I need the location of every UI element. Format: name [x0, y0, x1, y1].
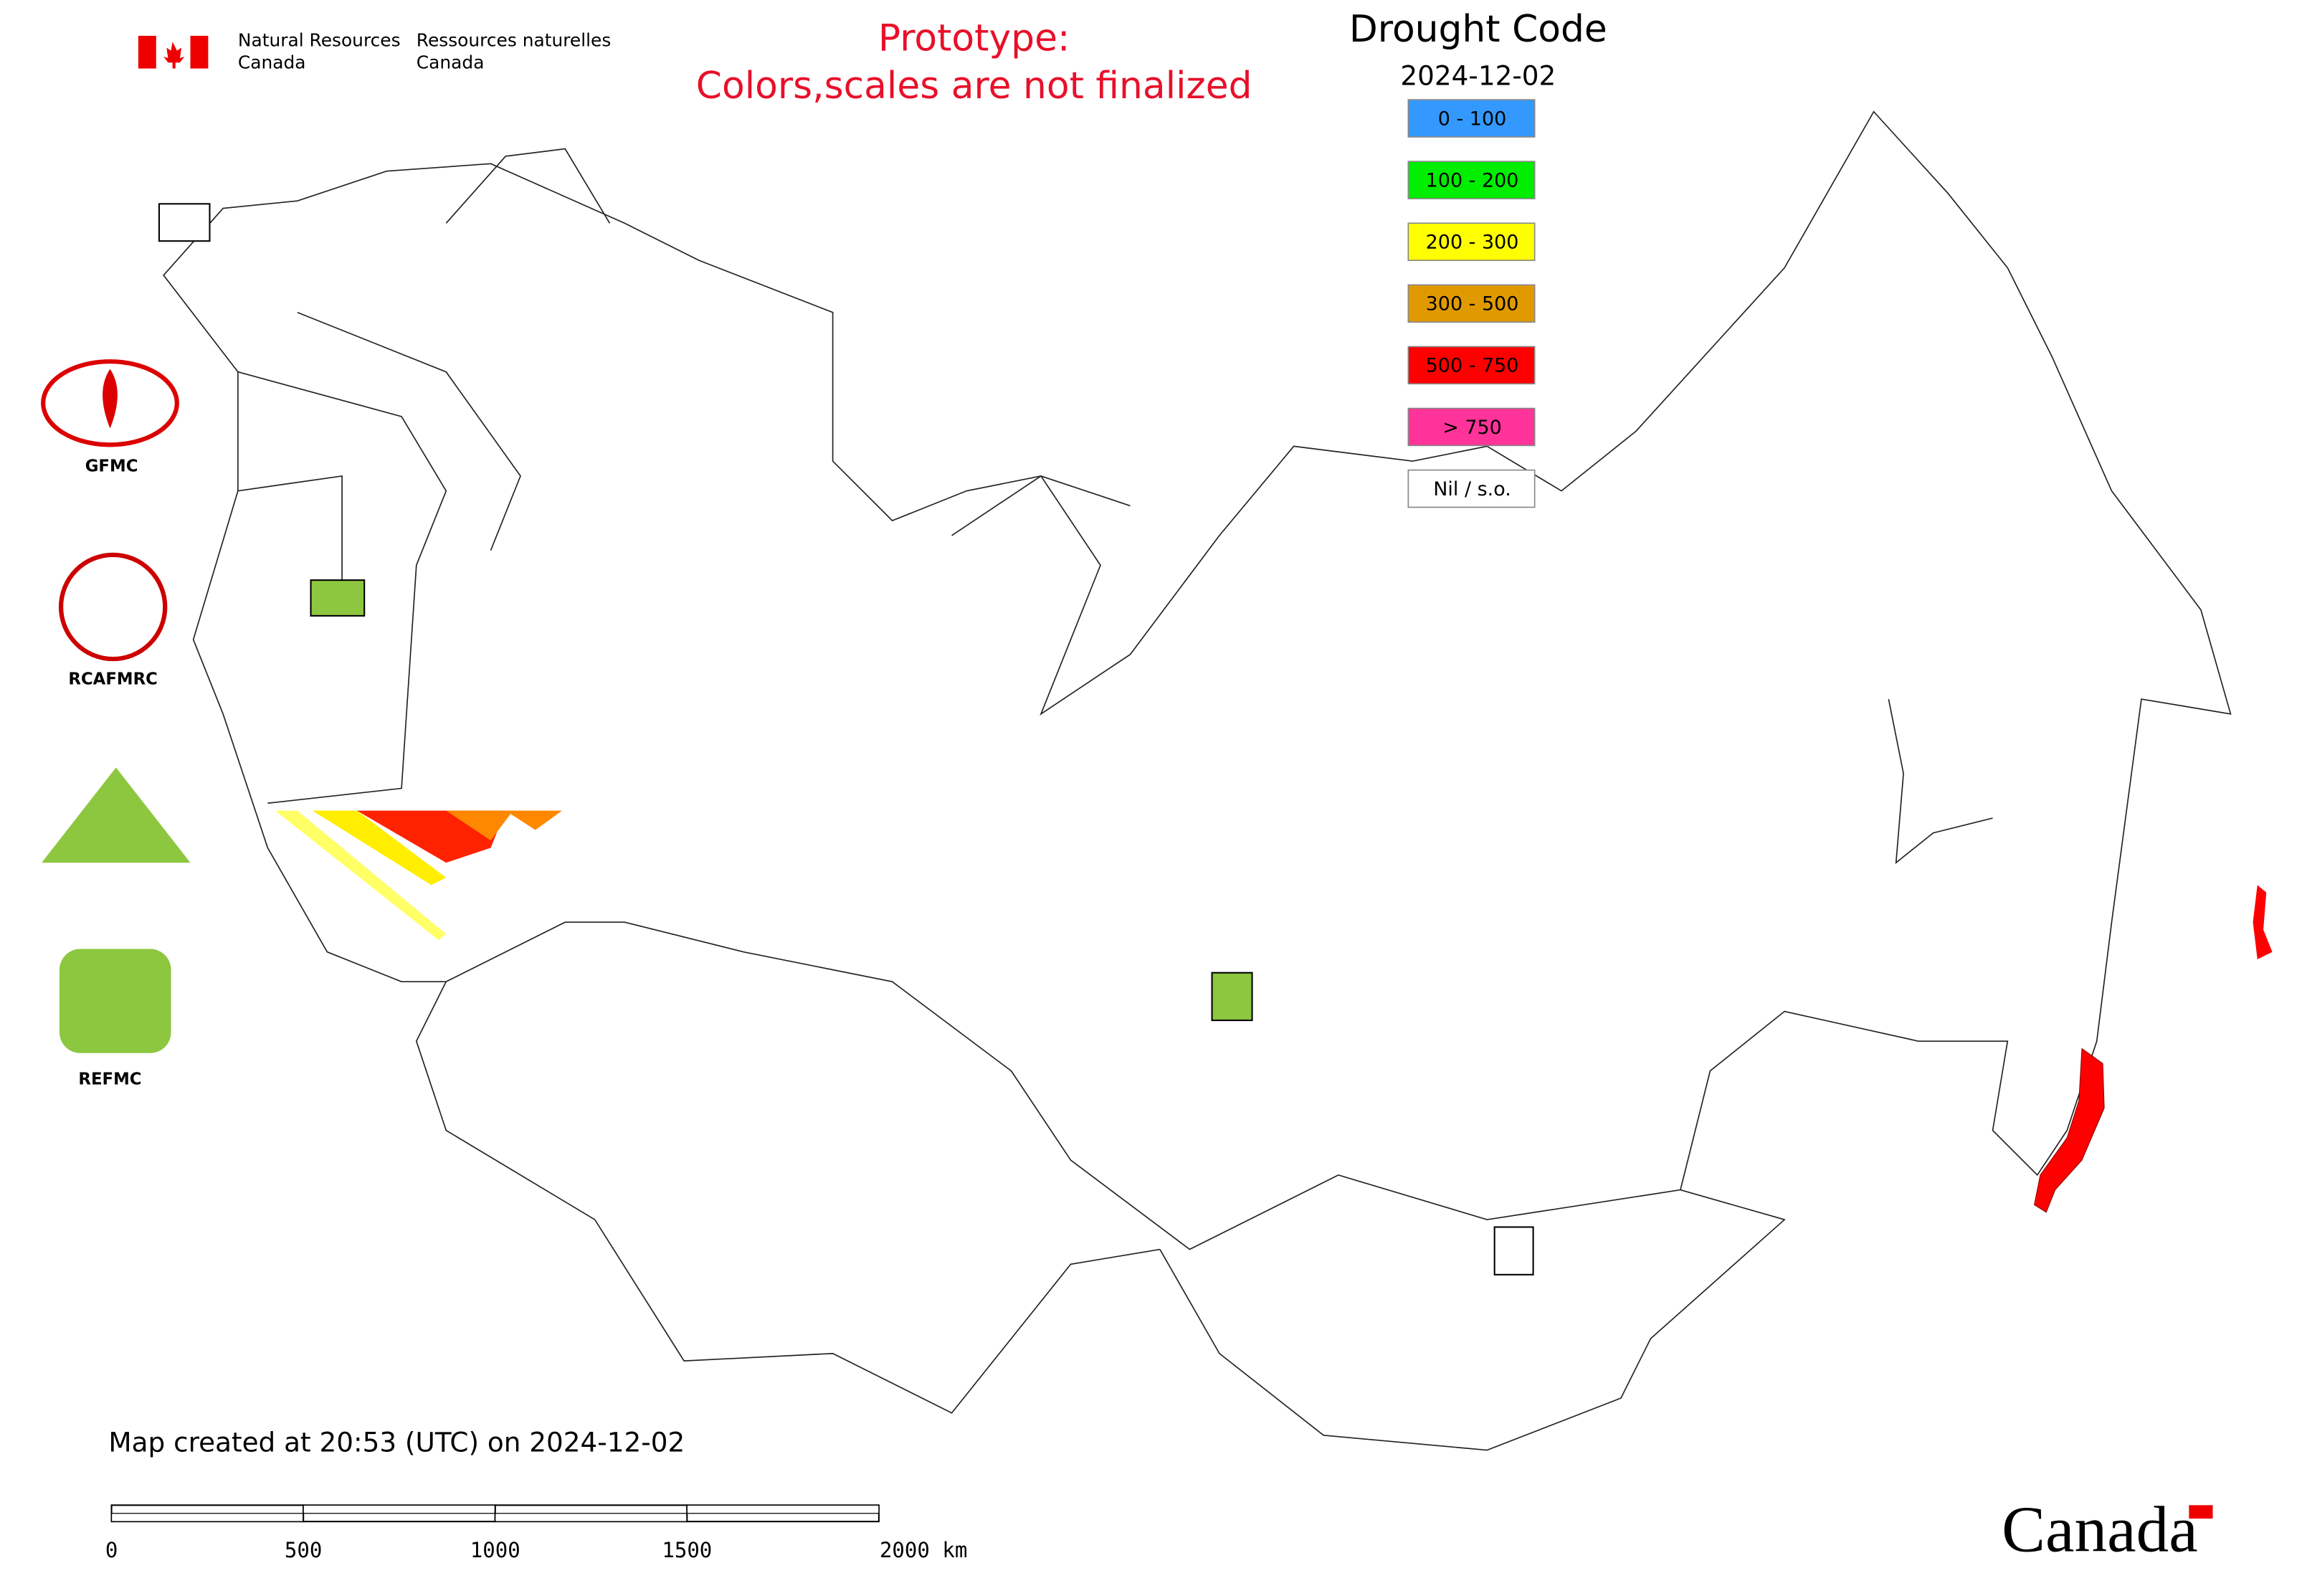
- index-area: [312, 810, 447, 885]
- reefmc-logo: [42, 767, 191, 863]
- legend-label: 100 - 200: [1426, 169, 1519, 191]
- scale-segment: [303, 1504, 496, 1514]
- scale-label: 1000: [470, 1538, 520, 1562]
- dept-en: Natural Resources: [238, 29, 401, 50]
- dept-en: Canada: [238, 52, 306, 73]
- legend-label: 300 - 500: [1426, 293, 1519, 315]
- legend-swatch: [1407, 222, 1536, 261]
- flag: [138, 35, 156, 69]
- created-note: Map created at 20:53 (UTC) on 2024-12-02: [108, 1427, 685, 1458]
- notice: Prototype:: [878, 17, 1070, 60]
- legend-swatch: [1407, 161, 1536, 199]
- refmc-logo: [59, 949, 171, 1053]
- legend-label: 500 - 750: [1426, 355, 1519, 377]
- header: Natural Resources Canada Ressources natu…: [138, 17, 1252, 108]
- gfmc-logo: [41, 359, 179, 447]
- scale-label: 1500: [662, 1538, 712, 1562]
- logos: GFMC RCAFMRC REFMC: [41, 203, 1534, 1276]
- coast: [445, 148, 1993, 865]
- country-border: [415, 981, 1161, 1414]
- scale-segment: [495, 1513, 688, 1522]
- logo-label: GFMC: [85, 457, 138, 476]
- legend-label: 200 - 300: [1426, 232, 1519, 254]
- scale-label: 2000 km: [880, 1538, 967, 1562]
- index-area: [505, 810, 563, 830]
- rcafmrc-logo: [58, 552, 168, 662]
- legend-swatch: [1407, 284, 1536, 323]
- country-border: [1159, 1189, 1786, 1451]
- logo-label: REFMC: [78, 1070, 141, 1088]
- legend-label: Nil / s.o.: [1433, 478, 1511, 500]
- logo-label: RCAFMRC: [68, 670, 157, 688]
- scale-label: 0: [105, 1538, 118, 1562]
- notice: Colors,scales are not finalized: [696, 65, 1252, 108]
- map-logo: [310, 579, 366, 617]
- footer: Map created at 20:53 (UTC) on 2024-12-02…: [105, 1427, 2213, 1566]
- map-outline: [163, 110, 2232, 1451]
- legend-date: 2024-12-02: [1400, 60, 1556, 91]
- legend-label: 0 - 100: [1438, 108, 1506, 130]
- wordmark-flag: [2189, 1505, 2213, 1519]
- legend-swatch: [1407, 346, 1536, 385]
- scale-label: 500: [285, 1538, 322, 1562]
- index-area: [2253, 885, 2273, 960]
- scale-segment: [110, 1513, 304, 1522]
- flag: [190, 35, 209, 69]
- wordmark: Canada: [2002, 1493, 2198, 1566]
- flag: [163, 42, 185, 69]
- data-overlay: [275, 810, 2273, 1213]
- map-logo: [1211, 972, 1253, 1022]
- country-border: [163, 110, 2232, 1250]
- legend: Drought Code 2024-12-02 0 - 100 100 - 200…: [1349, 8, 1607, 508]
- gfmc-logo: [103, 369, 118, 429]
- index-area: [446, 810, 513, 841]
- map-logo: [158, 203, 211, 242]
- legend-swatch: [1407, 469, 1536, 508]
- map-logo: [1493, 1226, 1534, 1276]
- index-area: [275, 810, 447, 941]
- dept-fr: Canada: [417, 52, 485, 73]
- legend-swatch: [1407, 99, 1536, 138]
- country-border: [237, 311, 521, 804]
- legend-title: Drought Code: [1349, 8, 1607, 51]
- scale-segment: [686, 1504, 880, 1514]
- dept-fr: Ressources naturelles: [417, 29, 612, 50]
- legend-swatch: [1407, 407, 1536, 447]
- index-area: [2034, 1048, 2105, 1213]
- legend-label: > 750: [1442, 417, 1502, 439]
